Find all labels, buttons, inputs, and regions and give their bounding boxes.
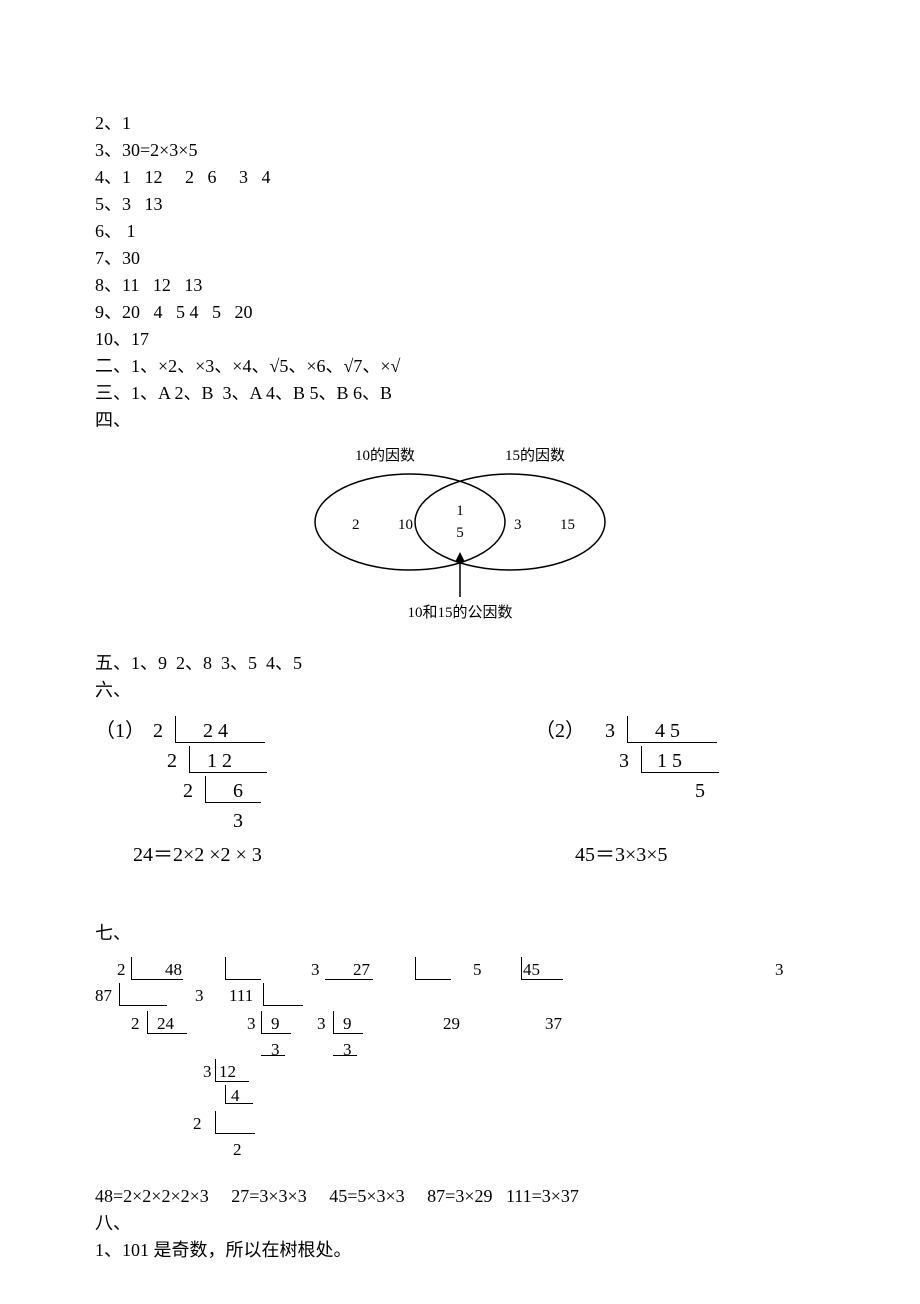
answer-8: 8、11 12 13 <box>95 272 825 299</box>
s6-left-caption: （1） <box>95 716 145 746</box>
section-4-title: 四、 <box>95 407 825 434</box>
page: 2、1 3、30=2×3×5 4、1 12 2 6 3 4 5、3 13 6、 … <box>0 0 920 1304</box>
s6r-n2: 5 <box>695 776 705 806</box>
s7-r2-cn: 9 <box>343 1011 352 1037</box>
s6l-v0 <box>175 716 176 742</box>
venn-ellipse-right <box>415 474 605 570</box>
venn-title-right: 15的因数 <box>505 447 565 464</box>
s7-r2b-ch <box>333 1055 357 1056</box>
s7-r1b-e: 87 <box>95 983 112 1009</box>
s7-r2b-bh <box>261 1055 285 1056</box>
s6l-v1 <box>189 746 190 772</box>
s6r-d1: 3 <box>619 746 629 776</box>
s7-r2-a: 2 <box>131 1011 140 1037</box>
answer-6: 6、 1 <box>95 218 825 245</box>
venn-diagram: 10的因数 15的因数 2 10 1 5 3 15 10和15的公因数 <box>95 442 825 640</box>
s6r-n1: 1 5 <box>657 746 682 776</box>
s7-r1-av <box>131 957 132 979</box>
s6l-eq: 24＝2×2 ×2 × 3 <box>133 840 262 870</box>
s7-r1-cn: 45 <box>523 957 540 983</box>
venn-title-left: 10的因数 <box>355 447 415 464</box>
s7-r1-c: 5 <box>473 957 482 983</box>
venn-center-0: 1 <box>456 503 464 519</box>
venn-left-0: 2 <box>352 517 360 533</box>
s7-r1-gap2h <box>415 979 451 980</box>
section-6-title: 六、 <box>95 677 825 704</box>
section-7: 2 48 3 27 5 45 3 87 3 111 2 24 3 9 3 <box>95 951 825 1181</box>
answer-4: 4、1 12 2 6 3 4 <box>95 164 825 191</box>
s7-r2-bv <box>261 1011 262 1033</box>
s7-r1b-eh <box>119 1005 167 1006</box>
s7-r1-bn: 27 <box>353 957 370 983</box>
s7-r2-c: 3 <box>317 1011 326 1037</box>
s7-r1-cvgap <box>521 957 522 979</box>
s7-r2-bn: 9 <box>271 1011 280 1037</box>
s7-r2-en: 37 <box>545 1011 562 1037</box>
venn-left-1: 10 <box>398 517 413 533</box>
s7-r1-b: 3 <box>311 957 320 983</box>
venn-common-label: 10和15的公因数 <box>407 604 512 621</box>
s7-r4-h <box>215 1133 255 1134</box>
s6l-n3: 3 <box>233 806 243 836</box>
s7-r3-av <box>215 1059 216 1081</box>
s6r-eq: 45＝3×3×5 <box>575 840 668 870</box>
s6l-n1: 1 2 <box>207 746 232 776</box>
s7-r2-an: 24 <box>157 1011 174 1037</box>
s7-r2b-bq: 3 <box>271 1037 280 1063</box>
s7-r2-av <box>147 1011 148 1033</box>
s6r-d0: 3 <box>605 716 615 746</box>
venn-right-0: 3 <box>514 517 522 533</box>
s7-r3b-h <box>225 1103 253 1104</box>
answer-3: 3、30=2×3×5 <box>95 137 825 164</box>
s6r-v0 <box>627 716 628 742</box>
section-7-factored: 48=2×2×2×2×3 27=3×3×3 45=5×3×3 87=3×29 1… <box>95 1183 825 1210</box>
s7-r1b-ev <box>119 983 120 1005</box>
s7-r1b-fv <box>263 983 264 1005</box>
s7-r1-gap1v <box>225 957 226 979</box>
s6r-v1 <box>641 746 642 772</box>
venn-center-1: 5 <box>456 525 464 541</box>
section-8-title: 八、 <box>95 1210 825 1237</box>
s7-r4-v <box>215 1111 216 1133</box>
s7-r3-an: 12 <box>219 1059 236 1085</box>
s7-r1-a: 2 <box>117 957 126 983</box>
section-7-title: 七、 <box>95 920 825 947</box>
section-8-1: 1、101 是奇数，所以在树根处。 <box>95 1237 825 1264</box>
s6l-v2 <box>205 776 206 802</box>
s7-r3b-v <box>225 1085 226 1103</box>
answer-5: 5、3 13 <box>95 191 825 218</box>
s7-r1-gap2v <box>415 957 416 979</box>
venn-right-1: 15 <box>560 517 575 533</box>
s7-r1b-fh <box>263 1005 303 1006</box>
section-2: 二、1、×2、×3、×4、√5、×6、√7、×√ <box>95 353 825 380</box>
s7-r2-b: 3 <box>247 1011 256 1037</box>
s7-r1b-fn: 111 <box>229 983 253 1009</box>
s7-r1-d: 3 <box>775 957 784 983</box>
s7-r3b-q: 4 <box>231 1083 240 1109</box>
answer-7: 7、30 <box>95 245 825 272</box>
s6l-d0: 2 <box>153 716 163 746</box>
s6r-n0: 4 5 <box>655 716 680 746</box>
venn-arrow-head <box>455 552 465 562</box>
s6l-d1: 2 <box>167 746 177 776</box>
s7-r2-dn: 29 <box>443 1011 460 1037</box>
s6-right-caption: （2） <box>535 716 585 746</box>
s7-r2-cv <box>333 1011 334 1033</box>
s6l-n2: 6 <box>233 776 243 806</box>
s7-r1-gap1h <box>225 979 261 980</box>
answer-10: 10、17 <box>95 326 825 353</box>
s7-r4-a: 2 <box>193 1111 202 1137</box>
answer-2: 2、1 <box>95 110 825 137</box>
answer-9: 9、20 4 5 4 5 20 <box>95 299 825 326</box>
s7-r3-a: 3 <box>203 1059 212 1085</box>
s6l-d2: 2 <box>183 776 193 806</box>
section-3: 三、1、A 2、B 3、A 4、B 5、B 6、B <box>95 380 825 407</box>
s7-r1b-f: 3 <box>195 983 204 1009</box>
section-6: （1） 2 2 4 2 1 2 2 6 3 24＝2×2 ×2 × 3 （2） … <box>95 710 825 920</box>
s6l-n0: 2 4 <box>203 716 228 746</box>
section-5: 五、1、9 2、8 3、5 4、5 <box>95 650 825 677</box>
s7-r1-an: 48 <box>165 957 182 983</box>
s7-r4b-q: 2 <box>233 1137 242 1163</box>
s7-r2b-cq: 3 <box>343 1037 352 1063</box>
